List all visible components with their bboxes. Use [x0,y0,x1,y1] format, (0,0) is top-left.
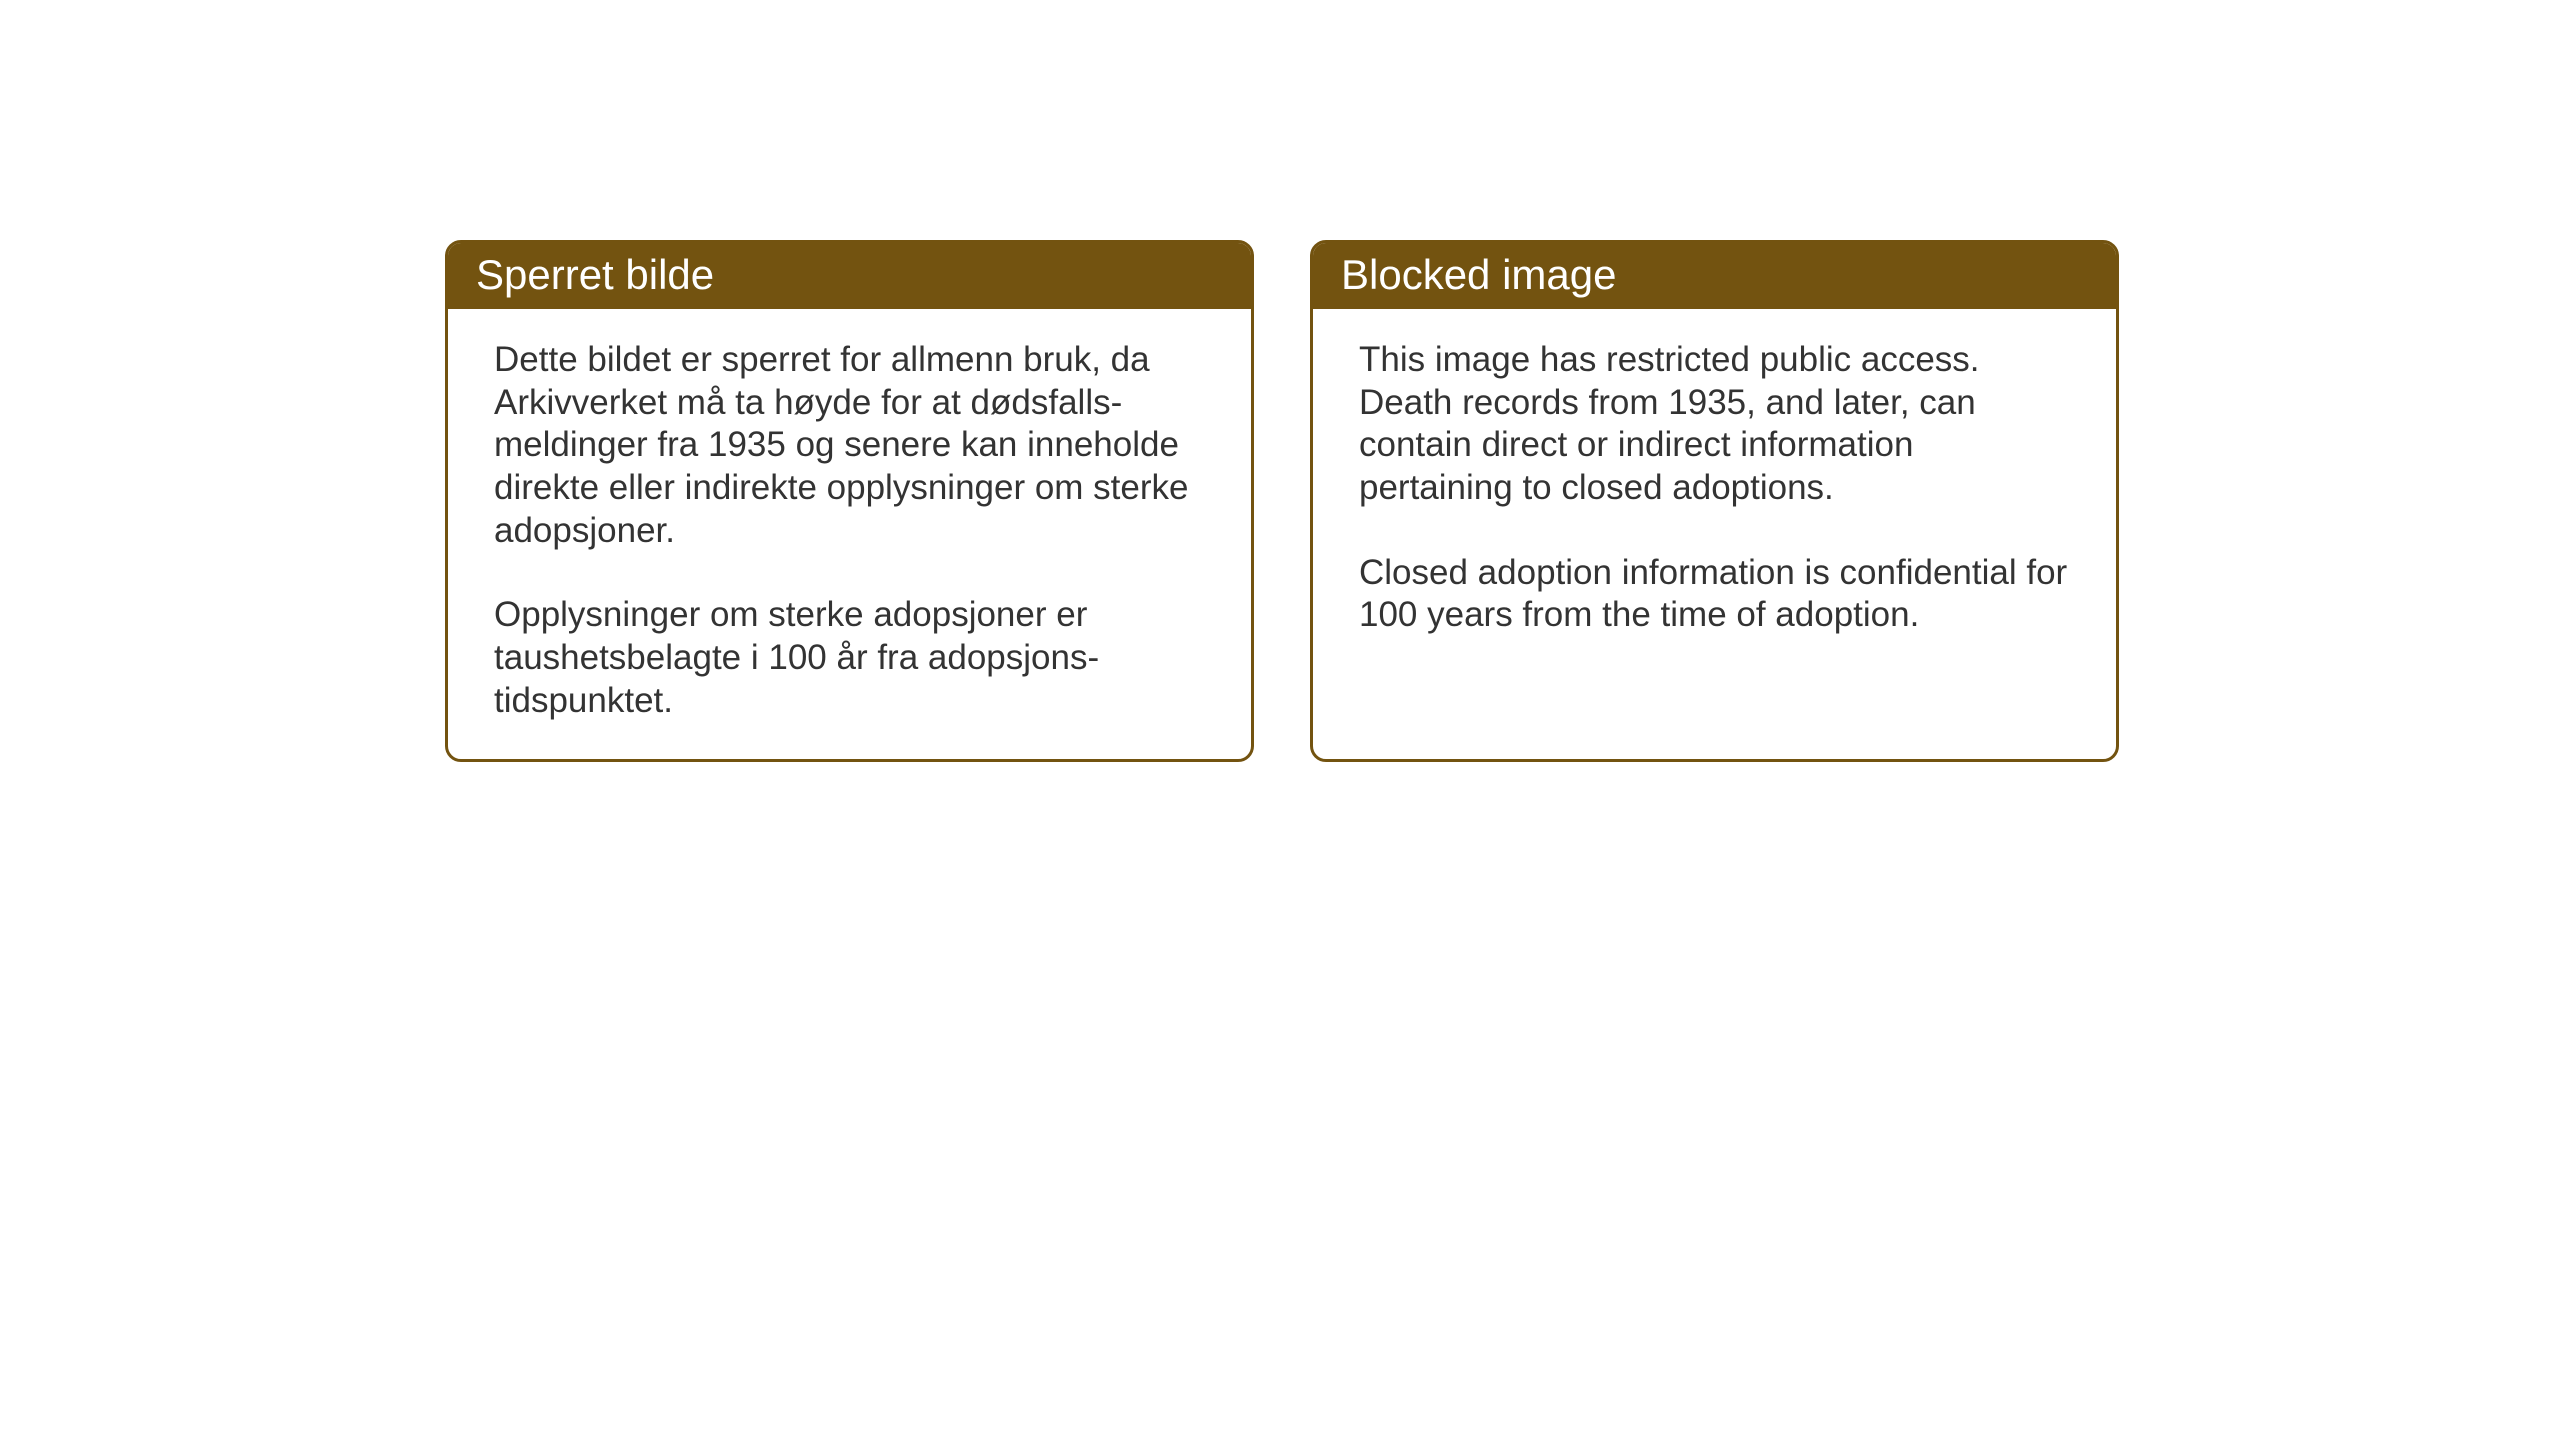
cards-container: Sperret bilde Dette bildet er sperret fo… [445,240,2119,762]
card-body-norwegian: Dette bildet er sperret for allmenn bruk… [448,309,1251,759]
card-paragraph: Opplysninger om sterke adopsjoner er tau… [494,594,1205,722]
card-header-norwegian: Sperret bilde [448,243,1251,309]
card-paragraph: Closed adoption information is confident… [1359,552,2070,637]
card-norwegian: Sperret bilde Dette bildet er sperret fo… [445,240,1254,762]
card-paragraph: This image has restricted public access.… [1359,339,2070,510]
card-header-english: Blocked image [1313,243,2116,309]
card-body-english: This image has restricted public access.… [1313,309,2116,673]
card-english: Blocked image This image has restricted … [1310,240,2119,762]
card-paragraph: Dette bildet er sperret for allmenn bruk… [494,339,1205,552]
